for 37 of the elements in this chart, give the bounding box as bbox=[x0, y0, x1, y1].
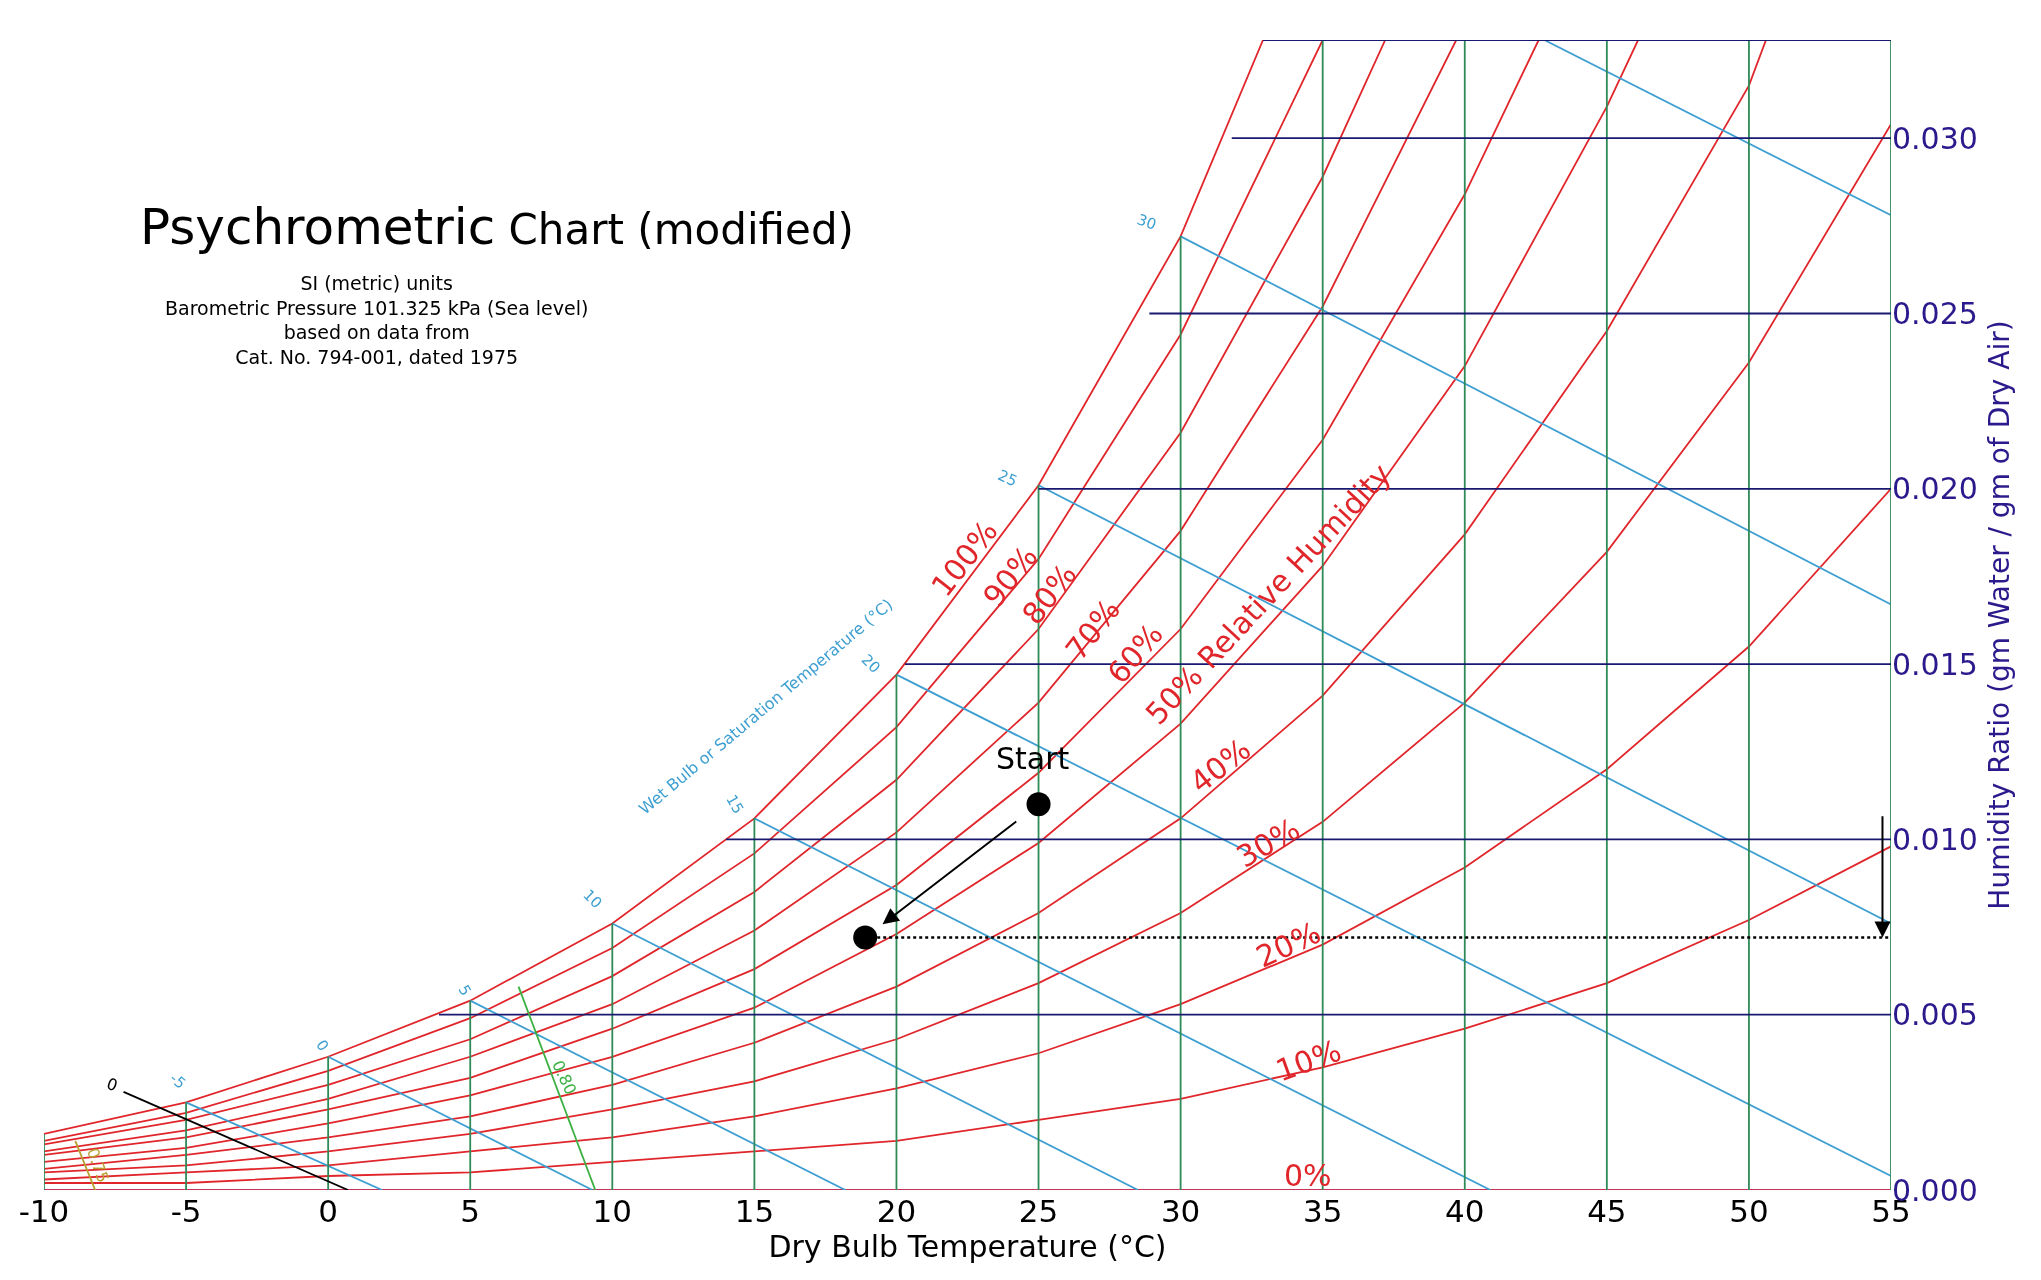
x-tick-label: 35 bbox=[1302, 1193, 1343, 1229]
annotation: 0.75 bbox=[82, 1145, 113, 1186]
annotation: -5 bbox=[166, 1069, 190, 1093]
y-tick-label: 0.015 bbox=[1892, 646, 1978, 682]
y-axis-title: Humidity Ratio (gm Water / gm of Dry Air) bbox=[1982, 320, 2016, 910]
annotation: 30% bbox=[1230, 810, 1306, 875]
x-tick-label: 5 bbox=[460, 1193, 481, 1229]
annotation: 40% bbox=[1183, 731, 1258, 800]
annotation: 0 bbox=[312, 1036, 333, 1055]
text: SI (metric) units Barometric Pressure 101.325 kPa (Sea level) based on data from Cat. No. 794-001, dated 1975 bbox=[165, 272, 589, 369]
x-tick-label: 45 bbox=[1587, 1193, 1627, 1229]
annotation: 25 bbox=[995, 465, 1021, 491]
y-tick-label: 0.025 bbox=[1892, 295, 1978, 331]
text: Psychrometric Chart (modified) bbox=[140, 198, 854, 256]
x-tick-label: 15 bbox=[734, 1193, 775, 1229]
annotation: 5 bbox=[454, 981, 475, 999]
annotation: 10% bbox=[1271, 1032, 1346, 1089]
y-tick-label: 0.020 bbox=[1892, 471, 1978, 507]
annotation: 20% bbox=[1250, 914, 1326, 975]
annotation: 15 bbox=[722, 791, 748, 817]
x-tick-label: 10 bbox=[592, 1193, 633, 1229]
x-tick-label: 30 bbox=[1160, 1193, 1201, 1229]
x-tick-label: 25 bbox=[1018, 1193, 1059, 1229]
x-axis-title: Dry Bulb Temperature (°C) bbox=[768, 1229, 1167, 1264]
x-tick-label: 20 bbox=[876, 1193, 917, 1229]
y-tick-label: 0.010 bbox=[1892, 821, 1978, 857]
x-tick-label: -5 bbox=[170, 1193, 202, 1229]
x-tick-label: 40 bbox=[1445, 1193, 1485, 1229]
y-tick-label: 0.030 bbox=[1892, 120, 1978, 156]
annotation: 30 bbox=[1134, 210, 1159, 234]
annotation: 0.80 bbox=[548, 1057, 581, 1098]
y-tick-label: 0.005 bbox=[1892, 997, 1978, 1033]
annotation: 0 bbox=[104, 1073, 121, 1096]
annotation: 10 bbox=[579, 885, 606, 913]
x-tick-label: 50 bbox=[1729, 1193, 1769, 1229]
x-tick-label: 0 bbox=[318, 1193, 339, 1229]
x-tick-label: -10 bbox=[18, 1193, 70, 1229]
